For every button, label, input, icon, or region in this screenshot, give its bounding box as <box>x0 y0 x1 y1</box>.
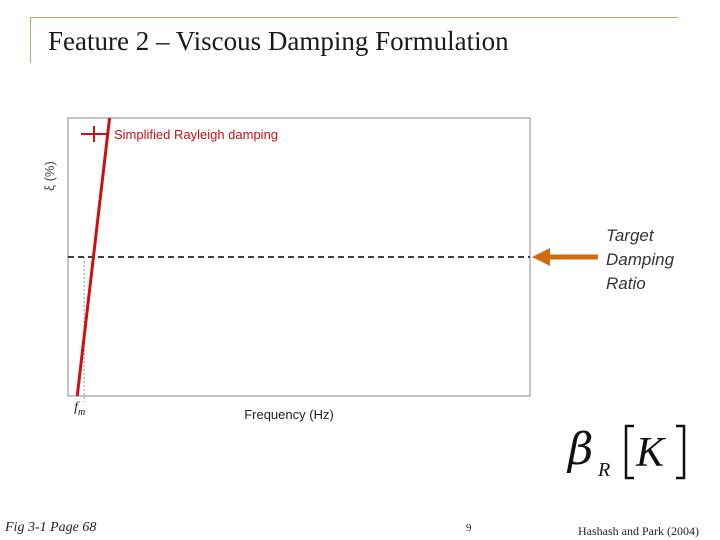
rayleigh-formula: β R K <box>566 424 686 481</box>
formula-subscript: R <box>597 459 610 481</box>
target-damping-label: Target Damping Ratio <box>606 224 706 296</box>
formula-beta: β <box>566 424 593 475</box>
title-frame-top-rule <box>30 17 678 18</box>
title-frame <box>30 17 678 63</box>
target-label-line-3: Ratio <box>606 274 646 293</box>
y-axis-label: ξ (%) <box>42 161 57 191</box>
arrow-head <box>532 248 550 266</box>
target-label-line-2: Damping <box>606 250 675 269</box>
formula-matrix: K <box>635 430 666 476</box>
formula-left-bracket <box>624 424 634 480</box>
target-label-line-1: Target <box>606 226 654 245</box>
footer-figure-ref: Fig 3-1 Page 68 <box>5 520 97 535</box>
x-tick-label-fm: fm <box>74 400 85 418</box>
slide-title: Feature 2 – Viscous Damping Formulation <box>48 26 509 56</box>
formula-right-bracket <box>676 424 686 480</box>
fm-sub: m <box>78 407 85 418</box>
fm-base: f <box>74 400 80 415</box>
legend-label-rayleigh: Simplified Rayleigh damping <box>114 127 278 142</box>
title-frame-left-rule <box>30 17 31 63</box>
footer-page-number: 9 <box>466 522 472 534</box>
x-axis-label: Frequency (Hz) <box>244 407 334 422</box>
footer-citation: Hashash and Park (2004) <box>578 524 699 538</box>
series-line-rayleigh <box>75 117 112 397</box>
